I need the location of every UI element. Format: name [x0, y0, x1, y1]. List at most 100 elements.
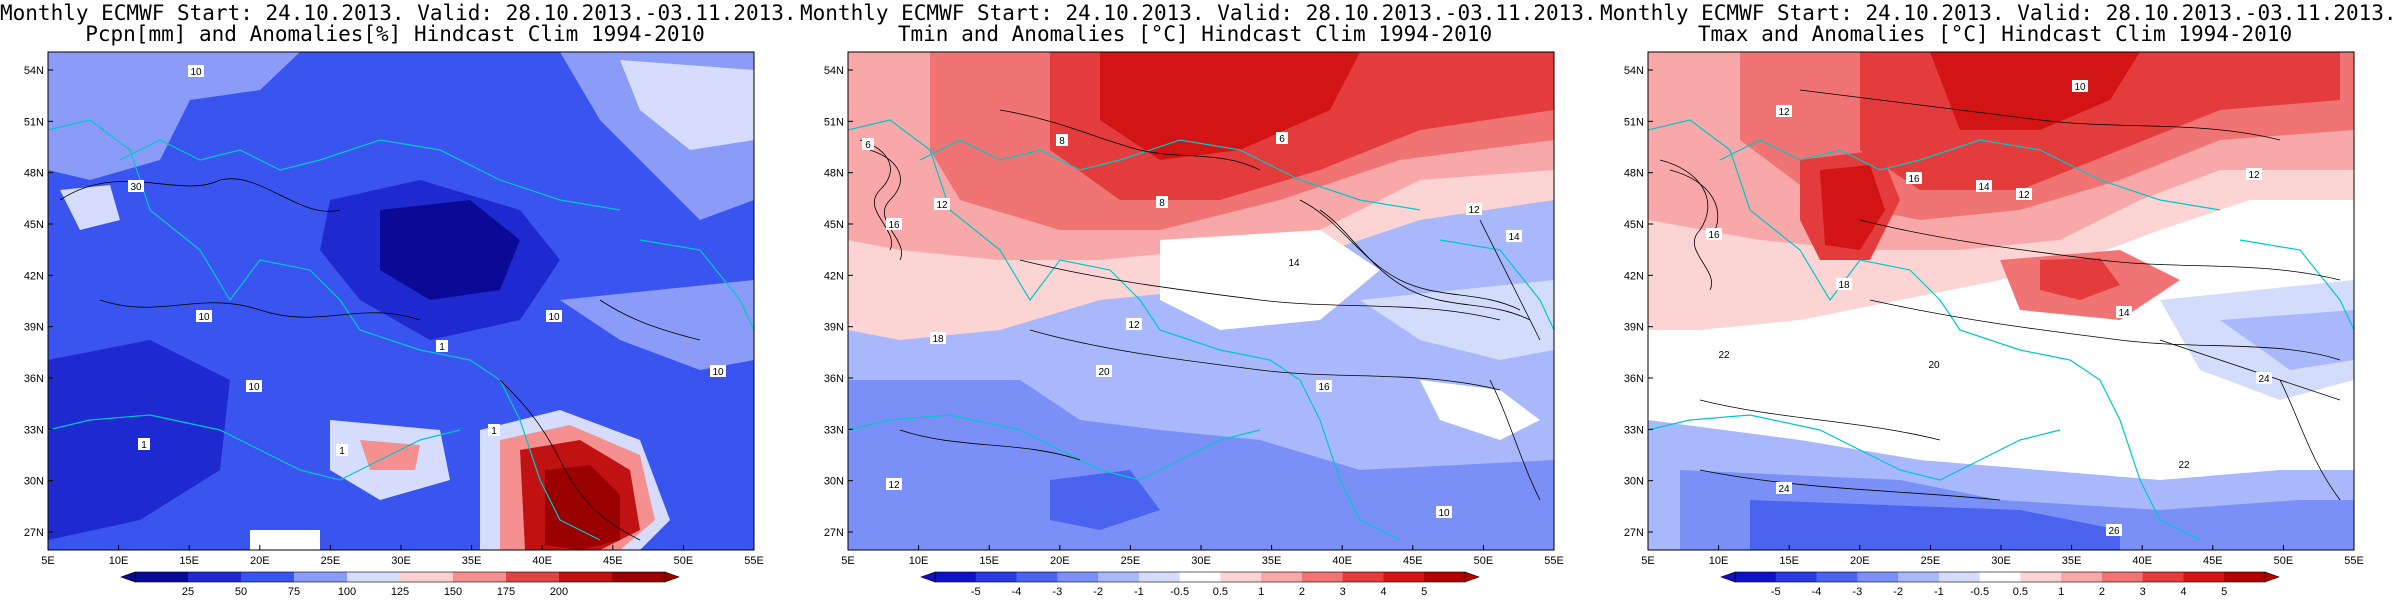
precipitation-panel: Monthly ECMWF Start: 24.10.2013. Valid: …	[0, 0, 797, 600]
longitude-tick-label: 5E	[41, 555, 54, 567]
contour-label: 24	[2256, 372, 2272, 385]
svg-text:14: 14	[1508, 232, 1520, 243]
colorbar-swatch	[2020, 572, 2062, 582]
colorbar-label: 50	[235, 586, 247, 598]
contour-label: 1	[436, 340, 448, 353]
longitude-tick-label: 20E	[1850, 555, 1870, 567]
colorbar-swatch	[188, 572, 242, 582]
latitude-tick-label: 39N	[24, 322, 44, 334]
latitude-tick-label: 36N	[24, 373, 44, 385]
contour-label: 14	[1976, 180, 1992, 193]
colorbar-swatch	[294, 572, 348, 582]
svg-text:10: 10	[2074, 82, 2086, 93]
latitude-tick-label: 30N	[1624, 476, 1644, 488]
contour-label: 10	[1436, 506, 1452, 519]
colorbar-label: 3	[2140, 586, 2146, 598]
svg-text:12: 12	[888, 480, 900, 491]
longitude-tick-label: 20E	[250, 555, 270, 567]
latitude-tick-label: 51N	[24, 116, 44, 128]
coastlines	[1648, 119, 2354, 541]
contour-value-labels: 6 8 8 6 12 16 14 12 20 18 16 12 10 14 12	[862, 132, 1522, 519]
colorbar-swatch	[975, 572, 1018, 582]
latitude-tick-label: 42N	[24, 270, 44, 282]
longitude-tick-label: 15E	[979, 555, 999, 567]
svg-text:10: 10	[248, 382, 260, 393]
latitude-tick-label: 27N	[824, 527, 844, 539]
svg-text:12: 12	[936, 200, 948, 211]
colorbar-label: -3	[1052, 586, 1062, 598]
colorbar-label: 1	[2058, 586, 2064, 598]
colorbar: 25 50 75 100 125 150 175 200	[120, 571, 680, 598]
svg-text:10: 10	[198, 312, 210, 323]
tmin-panel: Monthly ECMWF Start: 24.10.2013. Valid: …	[800, 0, 1597, 600]
contour-label: 16	[1706, 228, 1722, 241]
longitude-tick-label: 55E	[744, 555, 764, 567]
latitude-tick-label: 54N	[24, 65, 44, 77]
svg-text:6: 6	[865, 140, 871, 151]
colorbar-label: -0.5	[1170, 586, 1189, 598]
latitude-tick-label: 42N	[824, 270, 844, 282]
colorbar-swatch	[1057, 572, 1099, 582]
latitude-axis: 54N 51N 48N 45N 42N 39N 36N 33N 30N 27N	[24, 65, 53, 539]
contour-label: 10	[188, 65, 204, 78]
svg-text:10: 10	[1438, 508, 1450, 519]
contour-label: 14	[2116, 306, 2132, 319]
colorbar-label: -5	[1771, 586, 1781, 598]
colorbar-label: 4	[1380, 586, 1386, 598]
anomaly-region	[250, 530, 320, 550]
anomaly-region	[1360, 280, 1554, 360]
contour-label: 14	[1506, 230, 1522, 243]
longitude-tick-label: 25E	[321, 555, 341, 567]
anomaly-region	[1050, 470, 1160, 530]
panel-title-line1: Monthly ECMWF Start: 24.10.2013. Valid: …	[0, 1, 797, 25]
colorbar-swatch	[506, 572, 560, 582]
panel-title-line2: Tmin and Anomalies [°C] Hindcast Clim 19…	[897, 22, 1493, 46]
svg-text:1: 1	[141, 440, 147, 451]
longitude-tick-label: 35E	[462, 555, 482, 567]
latitude-tick-label: 36N	[1624, 373, 1644, 385]
latitude-tick-label: 39N	[824, 322, 844, 334]
svg-text:20: 20	[1928, 360, 1940, 371]
colorbar-arrow-left	[120, 571, 136, 583]
colorbar-label: -5	[971, 586, 981, 598]
colorbar-label: 5	[1421, 586, 1427, 598]
contour-label: 14	[1286, 256, 1302, 269]
colorbar-swatch	[1098, 572, 1140, 582]
svg-text:1: 1	[491, 426, 497, 437]
longitude-tick-label: 10E	[909, 555, 929, 567]
contour-label: 16	[1906, 172, 1922, 185]
colorbar-label: 2	[1299, 586, 1305, 598]
longitude-tick-label: 25E	[1121, 555, 1141, 567]
longitude-tick-label: 50E	[674, 555, 694, 567]
colorbar-swatch	[1220, 572, 1262, 582]
svg-text:22: 22	[2178, 460, 2190, 471]
contour-label: 12	[1126, 318, 1142, 331]
svg-text:1: 1	[439, 342, 445, 353]
longitude-tick-label: 5E	[841, 555, 854, 567]
anomaly-region	[1100, 52, 1360, 160]
colorbar-swatch	[1342, 572, 1384, 582]
colorbar-swatch	[2183, 572, 2225, 582]
longitude-tick-label: 30E	[1191, 555, 1211, 567]
contour-label: 20	[1926, 358, 1942, 371]
contour-label: 20	[1096, 365, 1112, 378]
anomaly-region	[545, 465, 620, 550]
contour-label: 6	[862, 138, 874, 151]
panel-title-line2: Tmax and Anomalies [°C] Hindcast Clim 19…	[1697, 22, 2293, 46]
latitude-tick-label: 27N	[1624, 527, 1644, 539]
svg-text:14: 14	[1288, 258, 1300, 269]
longitude-tick-label: 50E	[2274, 555, 2294, 567]
colorbar-arrow-right	[1464, 571, 1480, 583]
colorbar-label: 3	[1340, 586, 1346, 598]
colorbar-swatch	[1138, 572, 1181, 582]
contour-label: 10	[546, 310, 562, 323]
contour-label: 24	[1776, 482, 1792, 495]
svg-text:10: 10	[548, 312, 560, 323]
contour-label: 12	[2016, 188, 2032, 201]
tmax-panel: Monthly ECMWF Start: 24.10.2013. Valid: …	[1600, 0, 2397, 600]
svg-text:8: 8	[1059, 136, 1065, 147]
anomaly-region	[1820, 165, 1885, 250]
colorbar-swatch	[1383, 572, 1425, 582]
colorbar: -5 -4 -3 -2 -1 -0.5 0.5 1 2 3 4 5	[920, 571, 1480, 598]
contour-label: 12	[1466, 203, 1482, 216]
